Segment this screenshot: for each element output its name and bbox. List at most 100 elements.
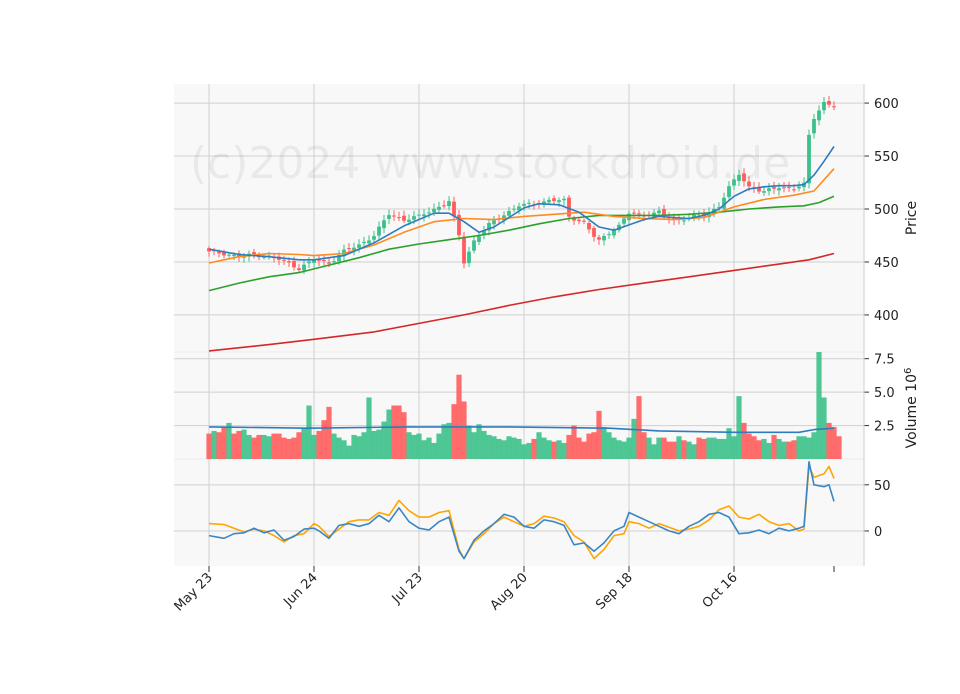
volume-bar [226,422,232,459]
candle-body [777,188,781,191]
volume-bar [716,438,722,459]
volume-bar [446,422,452,459]
volume-bar [371,430,377,459]
candle-body [557,200,561,203]
candle-body [717,207,721,209]
volume-bar [451,404,457,459]
candle-body [452,201,456,217]
candle-body [792,189,796,191]
candle-body [332,261,336,263]
candle-body [337,255,341,262]
x-tick-label: Jun 24 [281,570,321,610]
candle-body [617,224,621,231]
volume-bar [291,437,297,459]
volume-bar [731,436,737,459]
y-tick-label: 500 [874,203,899,218]
volume-bar [276,433,282,459]
volume-bar [211,430,217,459]
y-tick-label: 50 [874,479,891,494]
y-tick-label: 550 [874,150,899,165]
volume-bar [311,434,317,459]
candle-body [512,208,516,210]
volume-bar [526,442,532,459]
candle-body [637,213,641,215]
volume-bar [756,440,762,459]
volume-bar [476,424,482,459]
volume-bar [536,432,542,459]
volume-bar [441,424,447,459]
volume-bar [301,428,307,459]
candle-body [357,244,361,248]
volume-bar [481,430,487,459]
candle-body [732,179,736,186]
candle-body [252,252,256,255]
candle-body [322,260,326,262]
volume-bar [431,442,437,459]
candle-body [782,187,786,189]
candle-body [562,198,566,201]
candle-body [692,214,696,218]
price-panel-bg [174,84,864,352]
candle-body [427,212,431,214]
volume-bar [381,421,387,459]
candle-body [352,247,356,251]
volume-bar [791,440,797,459]
volume-bar [391,405,397,459]
candle-body [362,241,366,244]
candle-body [787,187,791,189]
candle-body [827,101,831,105]
candle-body [287,261,291,263]
candle-body [227,254,231,256]
volume-bar [766,442,772,459]
candle-body [397,217,401,219]
candle-body [587,223,591,230]
volume-bar [746,433,752,459]
candle-body [622,218,626,224]
volume-bar [296,432,302,459]
candle-body [547,199,551,203]
volume-bar [726,428,732,459]
volume-bar [401,412,407,459]
y-tick-label: 600 [874,97,899,112]
volume-bar [541,437,547,459]
volume-bar [421,440,427,459]
volume-bar [641,432,647,459]
volume-bar [581,441,587,459]
volume-bar [771,434,777,459]
volume-bar [631,418,637,459]
candle-body [682,220,686,222]
sma-mid-line [208,168,835,264]
candle-body [597,237,601,240]
volume-bar [516,438,522,459]
candle-body [762,191,766,193]
candle-body [312,260,316,263]
volume-bar [336,437,342,459]
candle-body [522,203,526,206]
volume-bar [246,434,252,459]
volume-bar [736,396,742,459]
y-tick-label: 400 [874,309,899,324]
volume-bar [551,441,557,459]
volume-bar [486,434,492,459]
volume-bar [831,426,837,459]
volume-bar [406,432,412,459]
volume-bar [611,437,617,459]
volume-bar [681,440,687,459]
candle-body [472,240,476,251]
candle-body [232,254,236,257]
volume-bar [326,406,332,459]
volume-bar [281,437,287,459]
candle-body [657,210,661,214]
volume-bar [776,438,782,459]
volume-bar [361,432,367,459]
volume-bar [506,436,512,459]
volume-bar [456,374,462,459]
candle-body [707,212,711,218]
candle-body [382,220,386,229]
candle-body [737,174,741,181]
candle-body [302,264,306,271]
candle-body [262,256,266,258]
candle-body [607,234,611,236]
volume-bar [661,437,667,459]
volume-bar [666,441,672,459]
